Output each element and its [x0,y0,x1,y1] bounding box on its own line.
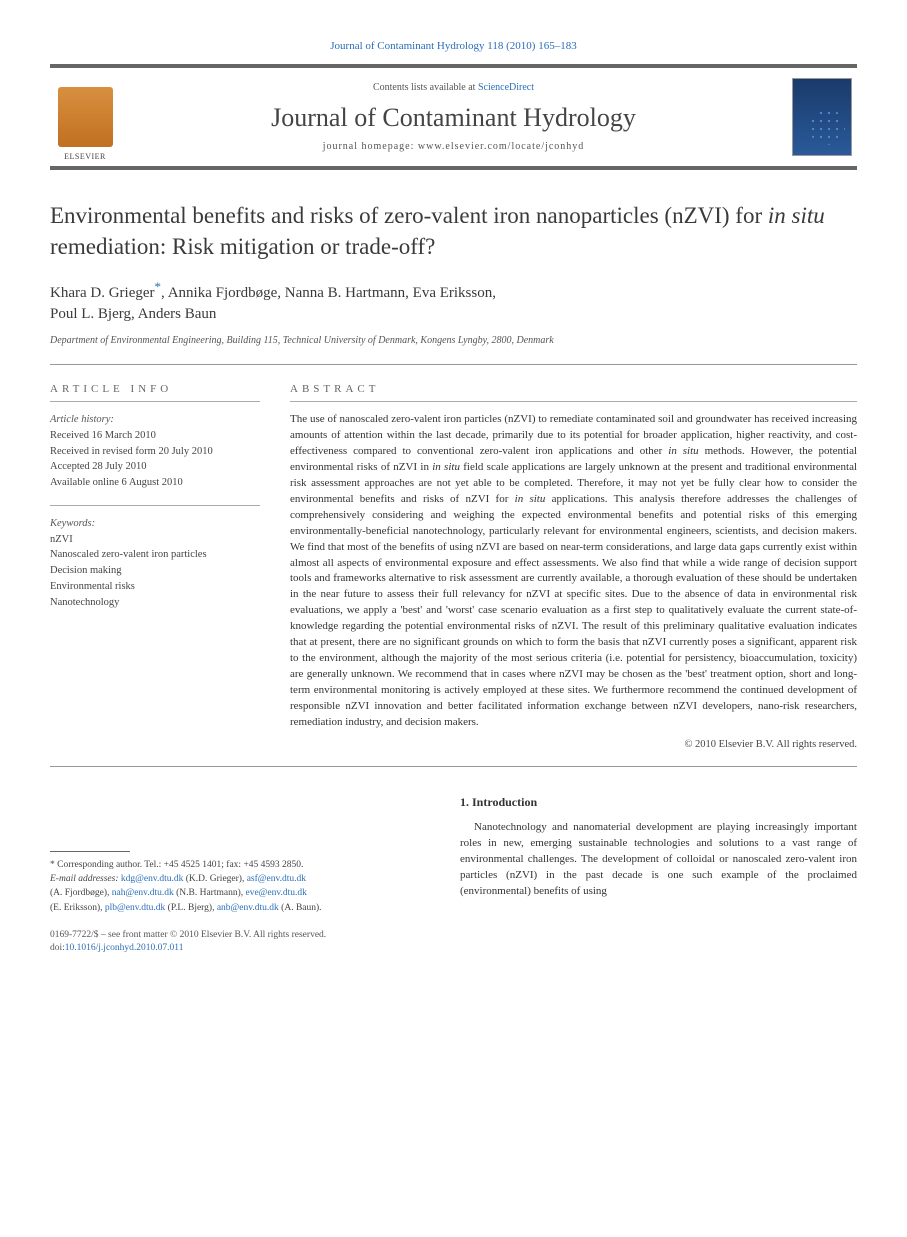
abstract-text: The use of nanoscaled zero-valent iron p… [290,412,857,731]
keywords-label: Keywords: [50,516,260,532]
journal-cover-thumb [787,68,857,166]
email-link[interactable]: nah@env.dtu.dk [112,888,174,898]
elsevier-tree-icon [58,87,113,147]
article-history: Article history: Received 16 March 2010 … [50,412,260,491]
footnote-rule [50,851,130,852]
keyword: Nanoscaled zero-valent iron particles [50,547,260,563]
history-revised: Received in revised form 20 July 2010 [50,444,260,460]
email-label: E-mail addresses: [50,874,121,884]
affiliation: Department of Environmental Engineering,… [50,335,857,365]
citation-link[interactable]: Journal of Contaminant Hydrology 118 (20… [330,40,576,52]
keyword: Nanotechnology [50,595,260,611]
doi-link[interactable]: 10.1016/j.jconhyd.2010.07.011 [65,943,184,953]
history-accepted: Accepted 28 July 2010 [50,459,260,475]
history-online: Available online 6 August 2010 [50,475,260,491]
title-part-a: Environmental benefits and risks of zero… [50,203,768,228]
keyword: nZVI [50,532,260,548]
abs-i1: in situ [668,445,698,457]
abstract-column: ABSTRACT The use of nanoscaled zero-vale… [290,383,857,750]
body-left-column: * Corresponding author. Tel.: +45 4525 1… [50,791,430,956]
footnote-emails-2: (A. Fjordbøge), nah@env.dtu.dk (N.B. Har… [50,886,430,900]
elsevier-logo [50,68,120,166]
homepage-prefix: journal homepage: [323,141,418,152]
intro-text: Nanotechnology and nanomaterial developm… [460,820,857,900]
footnote-emails-3: (E. Eriksson), plb@env.dtu.dk (P.L. Bjer… [50,901,430,915]
cover-image-icon [792,78,852,156]
fn-3b: (P.L. Bjerg), [165,903,217,913]
article-info-label: ARTICLE INFO [50,383,260,402]
abs-d: applications. This analysis therefore ad… [290,493,857,728]
history-label: Article history: [50,412,260,428]
email-link[interactable]: plb@env.dtu.dk [105,903,165,913]
authors: Khara D. Grieger*, Annika Fjordbøge, Nan… [50,278,857,325]
email-link[interactable]: kdg@env.dtu.dk [121,874,184,884]
sciencedirect-link[interactable]: ScienceDirect [478,82,534,93]
article-info-column: ARTICLE INFO Article history: Received 1… [50,383,260,750]
contents-available: Contents lists available at ScienceDirec… [130,82,777,93]
history-received: Received 16 March 2010 [50,428,260,444]
abs-i3: in situ [515,493,546,505]
bottom-meta: 0169-7722/$ – see front matter © 2010 El… [50,929,430,956]
abstract-copyright: © 2010 Elsevier B.V. All rights reserved… [290,739,857,750]
doi-line: doi:10.1016/j.jconhyd.2010.07.011 [50,942,430,955]
email-name: (K.D. Grieger), [183,874,246,884]
issn-line: 0169-7722/$ – see front matter © 2010 El… [50,929,430,942]
info-divider [50,505,260,506]
header-center: Contents lists available at ScienceDirec… [120,68,787,166]
intro-heading: 1. Introduction [460,795,857,810]
journal-name: Journal of Contaminant Hydrology [130,103,777,133]
fn-2a: (A. Fjordbøge), [50,888,112,898]
email-link[interactable]: eve@env.dtu.dk [245,888,306,898]
footnote-corr: * Corresponding author. Tel.: +45 4525 1… [50,858,430,872]
journal-header-box: Contents lists available at ScienceDirec… [50,64,857,170]
contents-prefix: Contents lists available at [373,82,478,93]
body-right-column: 1. Introduction Nanotechnology and nanom… [460,791,857,956]
email-link[interactable]: anb@env.dtu.dk [217,903,279,913]
keyword: Environmental risks [50,579,260,595]
fn-3c: (A. Baun). [279,903,322,913]
homepage-url: www.elsevier.com/locate/jconhyd [418,141,584,152]
email-link[interactable]: asf@env.dtu.dk [247,874,306,884]
corresponding-footnote: * Corresponding author. Tel.: +45 4525 1… [50,858,430,915]
authors-rest-line1: , Annika Fjordbøge, Nanna B. Hartmann, E… [161,285,496,301]
article-title: Environmental benefits and risks of zero… [50,200,857,262]
citation-header: Journal of Contaminant Hydrology 118 (20… [50,40,857,52]
keyword: Decision making [50,563,260,579]
fn-3a: (E. Eriksson), [50,903,105,913]
title-part-b: remediation: Risk mitigation or trade-of… [50,234,435,259]
fn-2b: (N.B. Hartmann), [174,888,246,898]
journal-homepage: journal homepage: www.elsevier.com/locat… [130,141,777,152]
info-abstract-row: ARTICLE INFO Article history: Received 1… [50,383,857,767]
title-italic: in situ [768,203,825,228]
footnote-emails-1: E-mail addresses: kdg@env.dtu.dk (K.D. G… [50,872,430,886]
keywords-block: Keywords: nZVI Nanoscaled zero-valent ir… [50,516,260,611]
abs-i2: in situ [432,461,460,473]
doi-label: doi: [50,943,65,953]
authors-line2: Poul L. Bjerg, Anders Baun [50,306,216,322]
abstract-label: ABSTRACT [290,383,857,402]
body-columns: * Corresponding author. Tel.: +45 4525 1… [50,791,857,956]
author-first: Khara D. Grieger [50,285,155,301]
